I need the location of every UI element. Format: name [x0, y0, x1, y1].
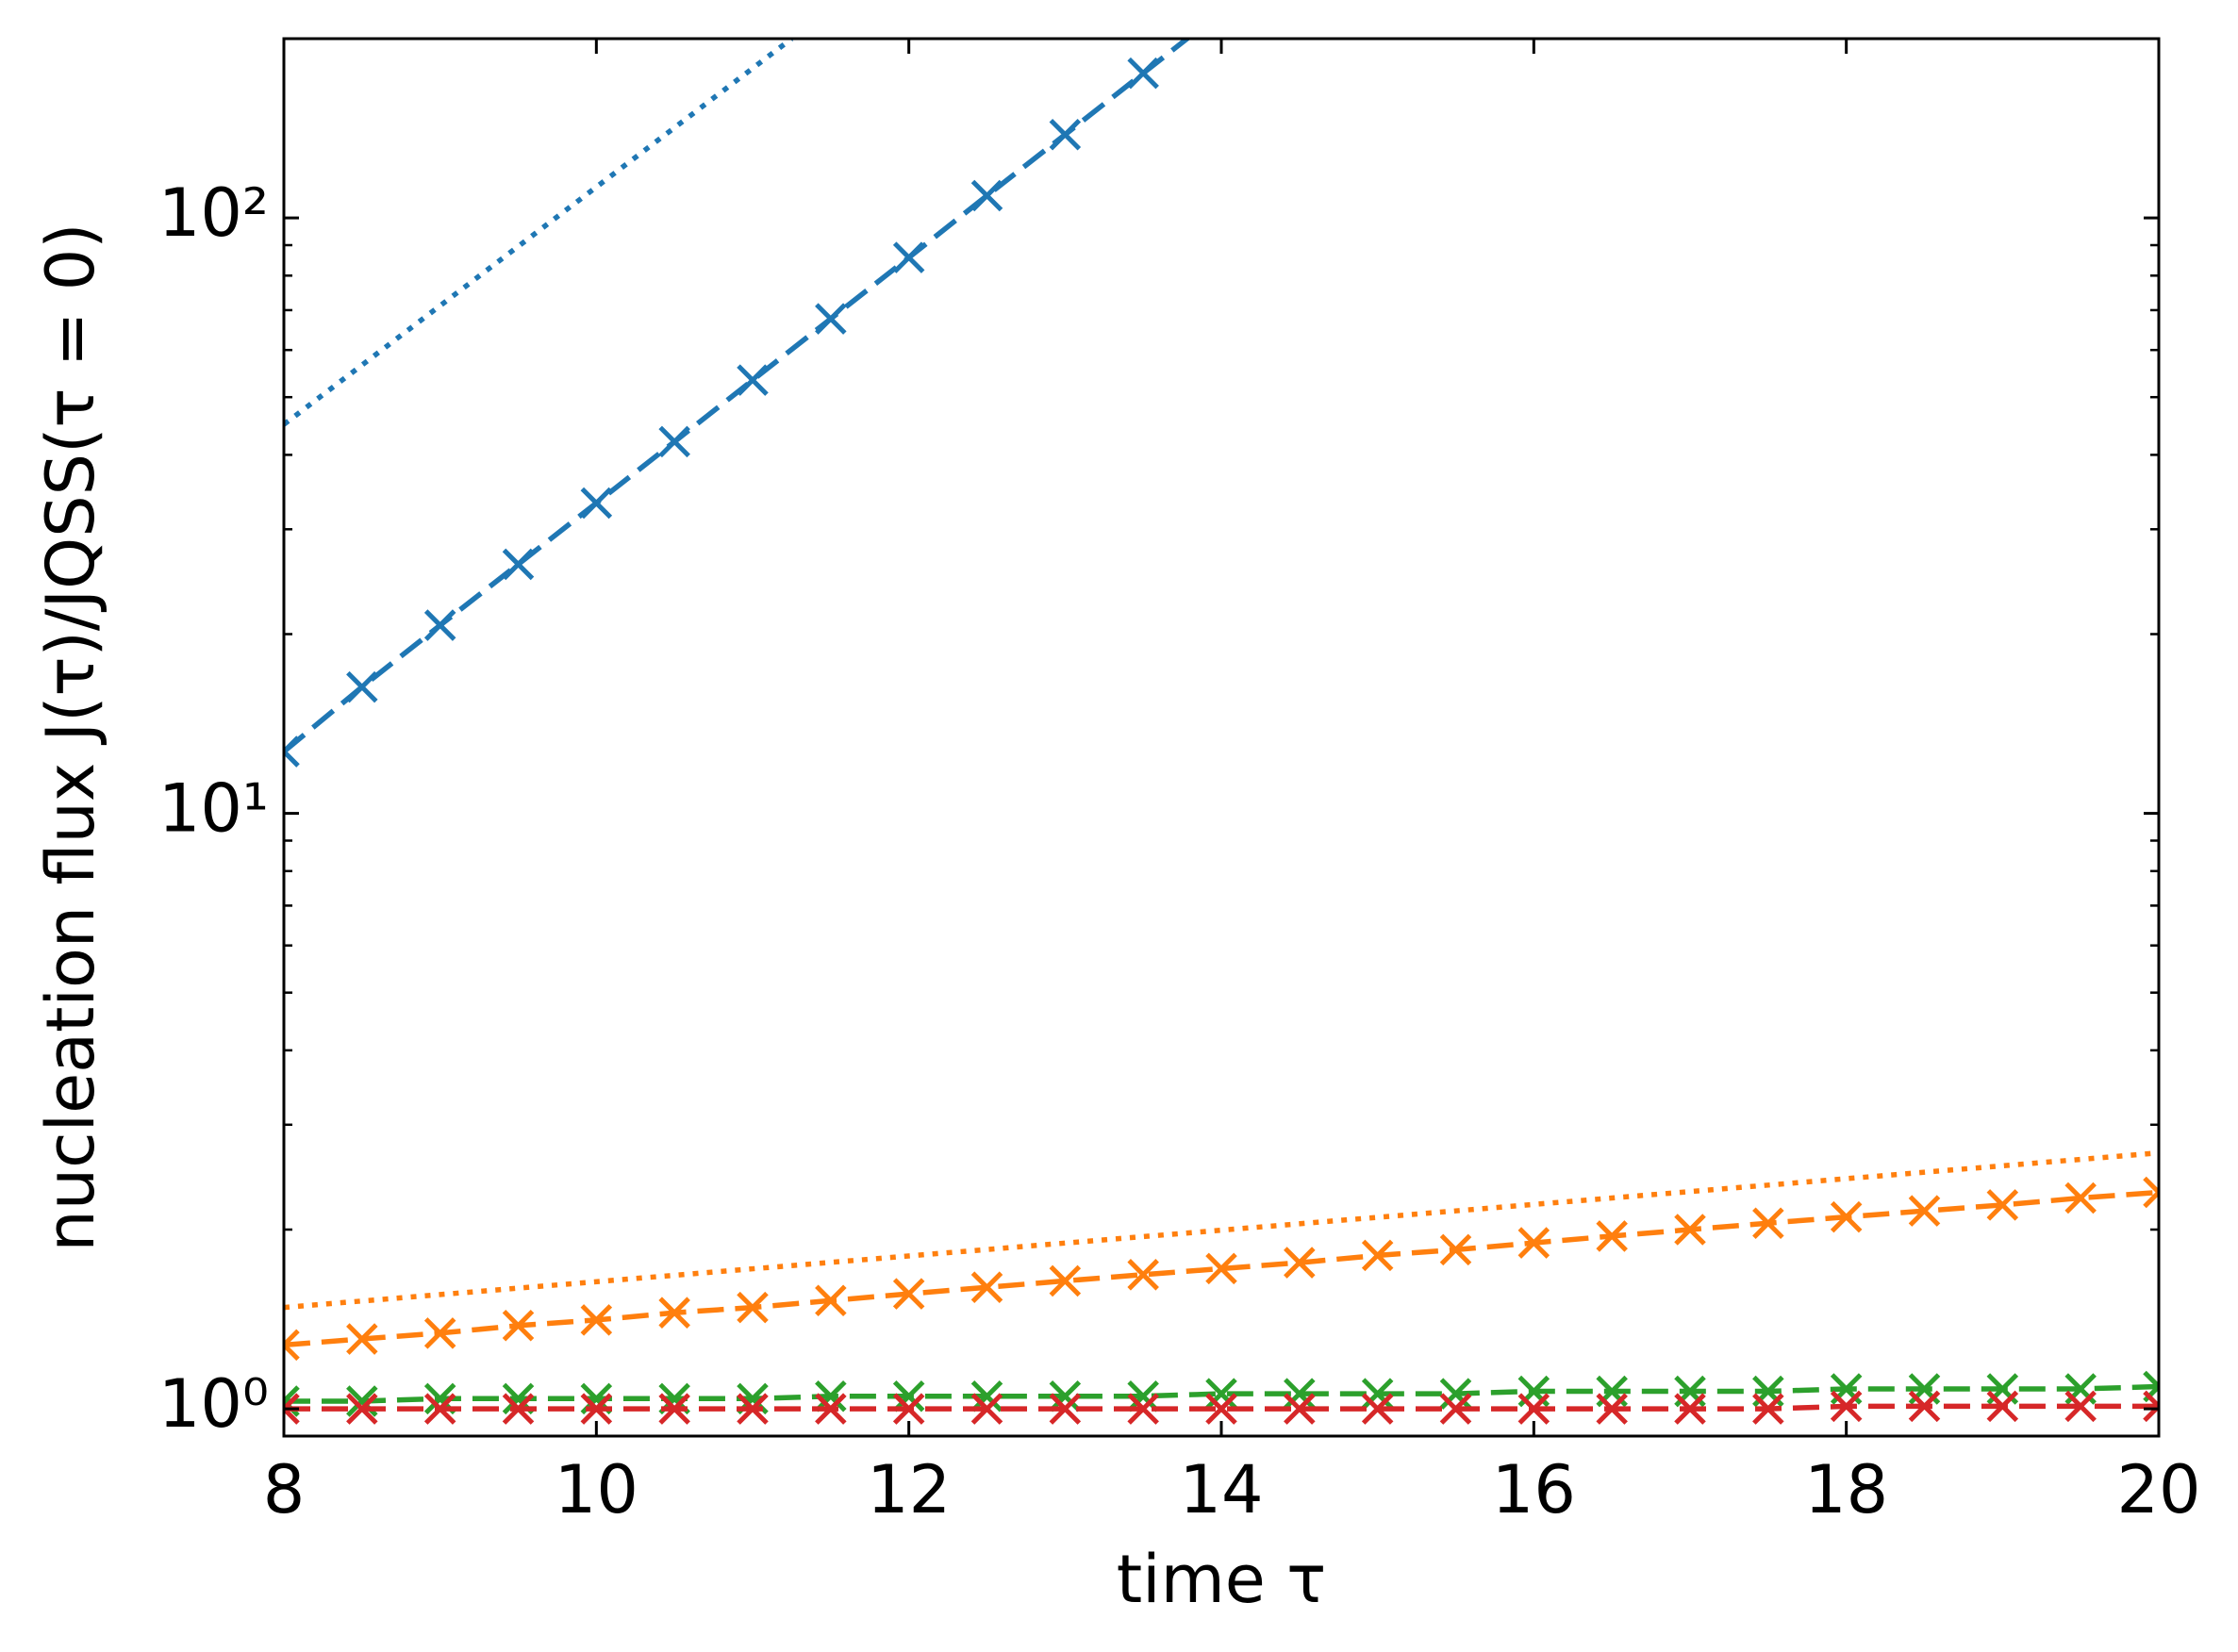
data-marker [580, 487, 613, 520]
y-tick-label: 10⁰ [158, 1365, 269, 1443]
data-marker [1127, 1379, 1159, 1412]
x-axis-label: time τ [1117, 1541, 1327, 1618]
data-marker [1049, 1393, 1082, 1425]
data-marker [423, 609, 456, 641]
data-marker [658, 1297, 690, 1329]
y-axis-label: nucleation flux J(τ)/JQSS(τ = 0) [32, 223, 109, 1251]
data-marker [1439, 1233, 1472, 1266]
data-marker [970, 1271, 1003, 1303]
data-marker [892, 1278, 925, 1310]
plot-area [284, 0, 2159, 1425]
data-marker [1205, 1252, 1237, 1285]
data-marker [2064, 1390, 2097, 1423]
data-marker [815, 1393, 847, 1425]
series-line [284, 39, 794, 427]
data-marker [423, 1317, 456, 1349]
x-tick-label: 14 [1179, 1451, 1263, 1528]
data-marker [346, 1323, 378, 1355]
x-tick-label: 10 [555, 1451, 638, 1528]
data-marker [970, 179, 1003, 212]
x-tick-label: 16 [1492, 1451, 1576, 1528]
plot-frame [282, 37, 2161, 1438]
data-marker [423, 1393, 456, 1425]
y-tick-label: 10² [158, 174, 269, 252]
data-marker [970, 1379, 1003, 1412]
data-marker [1361, 1378, 1394, 1410]
data-marker [1049, 118, 1082, 151]
data-marker [737, 1393, 769, 1425]
y-tick-label: 10¹ [158, 770, 269, 848]
data-marker [892, 1393, 925, 1425]
data-marker [815, 303, 847, 335]
data-marker [815, 1379, 847, 1412]
data-marker [658, 425, 690, 458]
data-marker [892, 1379, 925, 1412]
data-marker [1830, 1200, 1863, 1233]
data-marker [1986, 1390, 2019, 1423]
data-marker [284, 1329, 300, 1362]
data-marker [1207, 0, 1235, 25]
data-marker [580, 1393, 613, 1425]
data-marker [2064, 1181, 2097, 1214]
data-marker [1830, 1390, 1863, 1423]
data-marker [502, 1393, 535, 1425]
data-marker [970, 1393, 1003, 1425]
data-marker [658, 1393, 690, 1425]
data-marker [815, 1284, 847, 1317]
data-marker [1049, 1264, 1082, 1297]
data-marker [1361, 1239, 1394, 1272]
data-marker [502, 548, 535, 581]
data-marker [1674, 1214, 1706, 1246]
data-marker [737, 364, 769, 396]
data-marker [1127, 1393, 1159, 1425]
data-marker [1517, 1393, 1550, 1425]
data-marker [2143, 1176, 2159, 1209]
data-marker [284, 1393, 300, 1425]
data-marker [284, 735, 300, 768]
data-marker [2143, 1390, 2159, 1423]
data-marker [1127, 57, 1159, 90]
data-marker [1752, 1207, 1784, 1239]
data-marker [1284, 1247, 1316, 1279]
data-marker [737, 1291, 769, 1324]
data-marker [1986, 1189, 2019, 1221]
data-marker [1596, 1393, 1628, 1425]
data-marker [1361, 1393, 1394, 1425]
data-marker [1596, 1220, 1628, 1252]
data-marker [1908, 1390, 1941, 1423]
data-marker [346, 1393, 378, 1425]
series-line [284, 1149, 2159, 1311]
data-marker [580, 1304, 613, 1336]
data-marker [1205, 1393, 1237, 1425]
data-marker [1284, 1393, 1316, 1425]
data-marker [1752, 1393, 1784, 1425]
data-marker [1284, 1378, 1316, 1410]
data-marker [502, 1310, 535, 1342]
data-marker [1439, 1393, 1472, 1425]
x-tick-label: 18 [1804, 1451, 1888, 1528]
data-marker [1517, 1227, 1550, 1259]
data-marker [1127, 1259, 1159, 1291]
data-marker [892, 241, 925, 273]
data-marker [1674, 1393, 1706, 1425]
x-tick-label: 20 [2116, 1451, 2200, 1528]
x-tick-label: 12 [867, 1451, 951, 1528]
data-marker [1908, 1195, 1941, 1227]
x-tick-label: 8 [263, 1451, 306, 1528]
data-marker [1205, 1378, 1237, 1410]
data-marker [346, 670, 378, 703]
data-marker [1049, 1379, 1082, 1412]
data-marker [1439, 1378, 1472, 1410]
